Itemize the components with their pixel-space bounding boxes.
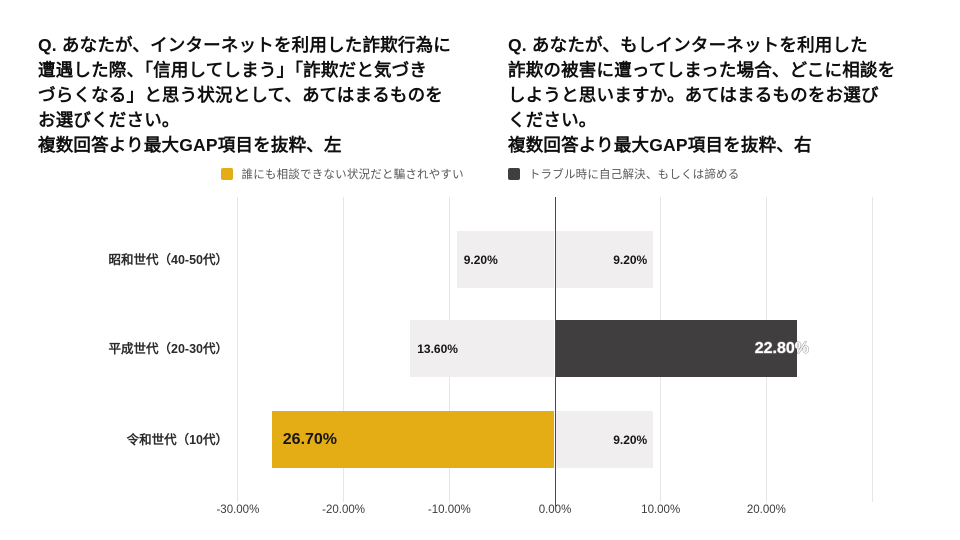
bar-right-1: 9.20% [556, 231, 654, 288]
category-label: 令和世代（10代） [126, 432, 228, 447]
question-right-text: Q. あなたが、もしインターネットを利用した 詐欺の被害に遭ってしまった場合、ど… [508, 35, 896, 155]
category-label: 昭和世代（40-50代） [108, 252, 228, 267]
value-label: 9.20% [613, 252, 648, 267]
legend-label: 誰にも相談できない状況だと騙されやすい [241, 169, 464, 181]
gridline [871, 197, 873, 502]
x-axis-tick-label: 0.00% [538, 504, 572, 516]
gridline [237, 197, 239, 502]
legend-item-right-series: トラブル時に自己解決、もしくは諦める [507, 166, 740, 182]
legend-item-left-series: 誰にも相談できない状況だと騙されやすい [220, 166, 464, 182]
legend-label: トラブル時に自己解決、もしくは諦める [528, 169, 740, 181]
x-axis-tick-label: -30.00% [216, 504, 260, 516]
zero-axis-line [554, 197, 557, 507]
gridline [343, 197, 345, 502]
category-label: 平成世代（20-30代） [108, 341, 228, 356]
value-label: 13.60% [417, 341, 458, 356]
x-axis-tick-label: 20.00% [746, 504, 786, 516]
bar-left-1: 9.20% [456, 231, 554, 288]
value-label: 22.80% [754, 339, 809, 357]
x-axis-tick-label: -10.00% [427, 504, 471, 516]
bar-right-3: 9.20% [556, 411, 654, 468]
value-label: 9.20% [613, 432, 648, 447]
x-axis-tick-label: -20.00% [322, 504, 366, 516]
value-label: 9.20% [463, 252, 498, 267]
legend-swatch-yellow [220, 168, 233, 180]
value-label: 26.70% [282, 430, 338, 448]
bar-right-2: 22.80% [556, 320, 809, 377]
legend: 誰にも相談できない状況だと騙されやすい トラブル時に自己解決、もしくは諦める [0, 165, 960, 183]
bar-left-3: 26.70% [271, 411, 554, 468]
legend-swatch-dark [507, 168, 520, 180]
question-left-text: Q. あなたが、インターネットを利用した詐欺行為に 遭遇した際、「信用してしまう… [38, 35, 451, 155]
bar-left-2: 13.60% [410, 320, 554, 377]
x-axis-tick-label: 10.00% [641, 504, 681, 516]
